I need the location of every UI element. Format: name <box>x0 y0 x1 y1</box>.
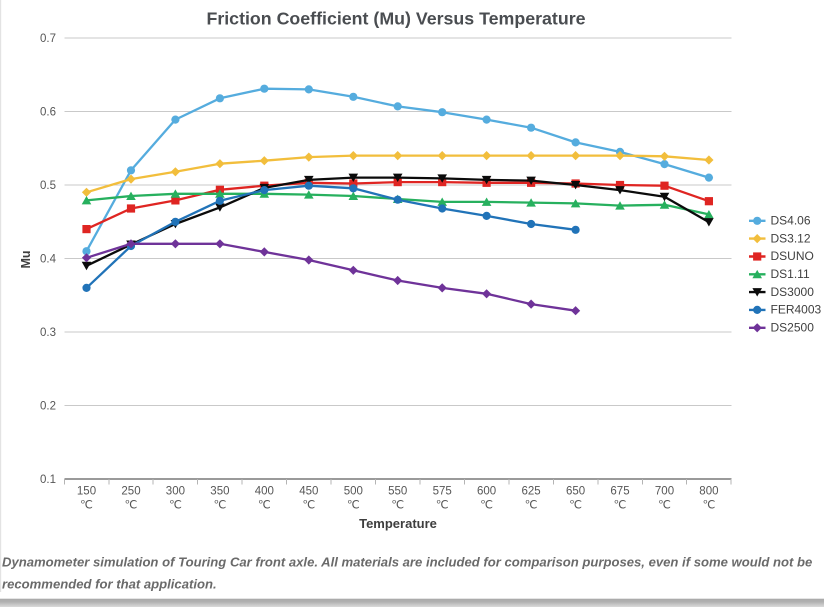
svg-text:350: 350 <box>210 486 229 498</box>
svg-text:800: 800 <box>699 486 718 498</box>
svg-text:550: 550 <box>388 486 407 498</box>
svg-text:℃: ℃ <box>436 500 449 512</box>
svg-text:625: 625 <box>522 486 541 498</box>
svg-text:0.3: 0.3 <box>40 327 56 339</box>
svg-text:℃: ℃ <box>658 500 671 512</box>
svg-text:600: 600 <box>477 486 496 498</box>
svg-text:Mu: Mu <box>19 250 33 268</box>
svg-text:℃: ℃ <box>80 500 93 512</box>
svg-text:675: 675 <box>610 486 629 498</box>
svg-text:400: 400 <box>255 486 274 498</box>
svg-text:Friction Coefficient (Mu) Vers: Friction Coefficient (Mu) Versus Tempera… <box>206 8 585 28</box>
svg-text:0.2: 0.2 <box>40 401 56 413</box>
svg-text:℃: ℃ <box>302 500 315 512</box>
svg-text:DS1.11: DS1.11 <box>771 267 810 281</box>
svg-text:℃: ℃ <box>525 500 538 512</box>
svg-text:℃: ℃ <box>258 500 271 512</box>
svg-text:℃: ℃ <box>169 500 182 512</box>
svg-text:℃: ℃ <box>347 500 360 512</box>
svg-text:℃: ℃ <box>702 500 715 512</box>
svg-text:250: 250 <box>121 486 140 498</box>
svg-text:300: 300 <box>166 486 185 498</box>
svg-text:DS4.06: DS4.06 <box>771 214 811 228</box>
svg-text:650: 650 <box>566 486 585 498</box>
svg-text:℃: ℃ <box>614 500 627 512</box>
svg-text:Temperature: Temperature <box>359 516 437 531</box>
svg-text:℃: ℃ <box>391 500 404 512</box>
svg-text:0.7: 0.7 <box>40 33 56 45</box>
svg-text:0.5: 0.5 <box>40 180 56 192</box>
svg-text:Dynamometer simulation of Tour: Dynamometer simulation of Touring Car fr… <box>2 555 812 570</box>
svg-text:DS3000: DS3000 <box>771 285 815 299</box>
svg-text:DS2500: DS2500 <box>771 321 815 335</box>
svg-text:700: 700 <box>655 486 674 498</box>
svg-text:℃: ℃ <box>213 500 226 512</box>
svg-text:0.1: 0.1 <box>40 474 56 486</box>
svg-text:recommended for that applicati: recommended for that application. <box>2 577 217 592</box>
svg-text:℃: ℃ <box>125 500 138 512</box>
svg-text:DS3.12: DS3.12 <box>771 231 811 245</box>
svg-text:DSUNO: DSUNO <box>771 249 814 263</box>
svg-text:0.6: 0.6 <box>40 107 56 119</box>
svg-text:150: 150 <box>77 486 96 498</box>
svg-text:450: 450 <box>299 486 318 498</box>
svg-text:FER4003: FER4003 <box>771 303 822 317</box>
svg-text:0.4: 0.4 <box>40 254 57 266</box>
svg-text:℃: ℃ <box>569 500 582 512</box>
svg-text:500: 500 <box>344 486 363 498</box>
svg-text:℃: ℃ <box>480 500 493 512</box>
svg-text:575: 575 <box>433 486 452 498</box>
